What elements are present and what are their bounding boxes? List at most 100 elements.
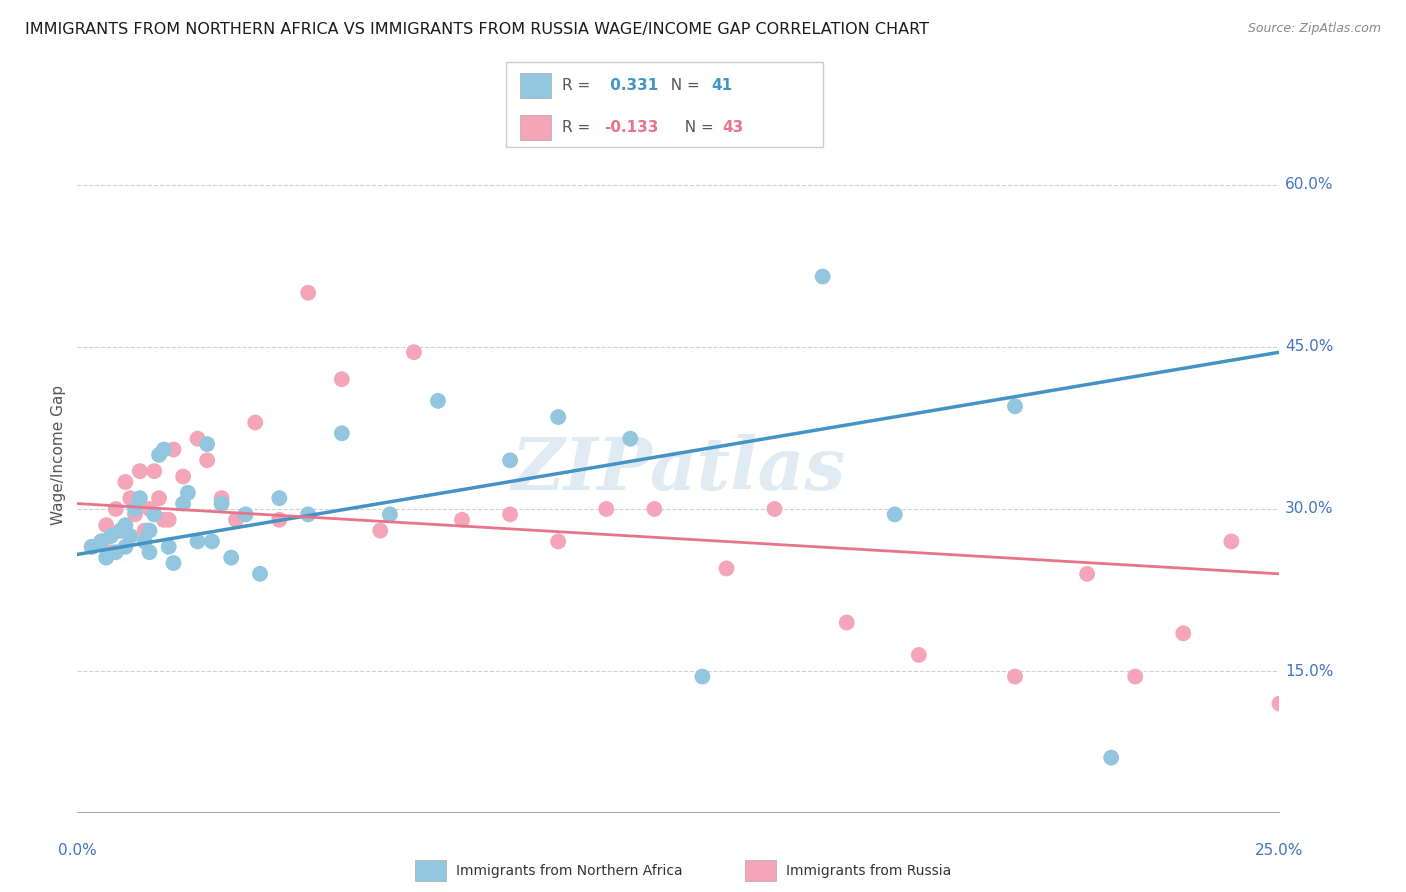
Point <box>90 534 112 549</box>
Text: 30.0%: 30.0% <box>1285 501 1333 516</box>
Point <box>619 432 641 446</box>
Point <box>1268 697 1291 711</box>
Point <box>114 475 136 489</box>
Point <box>138 524 160 538</box>
Point <box>162 442 184 457</box>
Point <box>96 550 118 565</box>
Point <box>120 529 142 543</box>
Point <box>186 432 209 446</box>
Point <box>110 524 132 538</box>
Point <box>219 550 242 565</box>
Text: -0.133: -0.133 <box>605 120 659 136</box>
Point <box>1173 626 1195 640</box>
Point <box>211 491 233 505</box>
Point <box>1076 566 1098 581</box>
Point <box>368 524 391 538</box>
Point <box>692 669 714 683</box>
Point <box>153 513 176 527</box>
Text: Immigrants from Northern Africa: Immigrants from Northern Africa <box>456 863 682 878</box>
Text: ZIPatlas: ZIPatlas <box>512 434 845 505</box>
Point <box>134 534 156 549</box>
Text: 0.331: 0.331 <box>605 78 658 94</box>
Point <box>128 464 150 478</box>
Point <box>186 534 209 549</box>
Text: Source: ZipAtlas.com: Source: ZipAtlas.com <box>1247 22 1381 36</box>
Point <box>211 497 233 511</box>
Point <box>235 508 257 522</box>
Point <box>330 372 353 386</box>
Point <box>595 502 617 516</box>
Point <box>120 491 142 505</box>
Point <box>157 540 180 554</box>
Point <box>143 508 166 522</box>
Point <box>835 615 858 630</box>
Point <box>763 502 786 516</box>
Point <box>195 453 218 467</box>
Point <box>378 508 401 522</box>
Point <box>269 513 291 527</box>
Point <box>451 513 474 527</box>
Text: 0.0%: 0.0% <box>58 843 97 858</box>
Point <box>716 561 738 575</box>
Point <box>427 393 450 408</box>
Point <box>104 502 127 516</box>
Point <box>269 491 291 505</box>
Point <box>157 513 180 527</box>
Point <box>245 416 267 430</box>
Point <box>80 540 103 554</box>
Text: 41: 41 <box>711 78 733 94</box>
Point <box>1123 669 1146 683</box>
Point <box>297 285 319 300</box>
Text: 25.0%: 25.0% <box>1256 843 1303 858</box>
Point <box>134 524 156 538</box>
Point <box>138 545 160 559</box>
Text: 45.0%: 45.0% <box>1285 339 1333 354</box>
Point <box>110 524 132 538</box>
Point <box>547 410 569 425</box>
Text: IMMIGRANTS FROM NORTHERN AFRICA VS IMMIGRANTS FROM RUSSIA WAGE/INCOME GAP CORREL: IMMIGRANTS FROM NORTHERN AFRICA VS IMMIG… <box>25 22 929 37</box>
Point <box>104 545 127 559</box>
Text: 60.0%: 60.0% <box>1285 178 1333 192</box>
Point <box>172 469 194 483</box>
Point <box>195 437 218 451</box>
Text: Immigrants from Russia: Immigrants from Russia <box>786 863 952 878</box>
Point <box>153 442 176 457</box>
Point <box>1004 669 1026 683</box>
Point <box>114 540 136 554</box>
Point <box>499 453 522 467</box>
Text: R =: R = <box>562 120 596 136</box>
Point <box>148 448 170 462</box>
Text: R =: R = <box>562 78 596 94</box>
Point <box>811 269 834 284</box>
Point <box>297 508 319 522</box>
Point <box>124 502 146 516</box>
Point <box>162 556 184 570</box>
Point <box>402 345 425 359</box>
Point <box>249 566 271 581</box>
Point <box>96 518 118 533</box>
Point <box>225 513 247 527</box>
Point <box>1004 399 1026 413</box>
Point <box>80 540 103 554</box>
Point <box>177 485 200 500</box>
Point <box>172 497 194 511</box>
Point <box>114 518 136 533</box>
Text: 15.0%: 15.0% <box>1285 664 1333 679</box>
Point <box>908 648 931 662</box>
Text: N =: N = <box>675 120 718 136</box>
Text: 43: 43 <box>723 120 744 136</box>
Point <box>100 545 122 559</box>
Point <box>1099 750 1122 764</box>
Point <box>143 464 166 478</box>
Point <box>643 502 665 516</box>
Point <box>1220 534 1243 549</box>
Point <box>90 534 112 549</box>
Point <box>330 426 353 441</box>
Point <box>128 491 150 505</box>
Point <box>547 534 569 549</box>
Y-axis label: Wage/Income Gap: Wage/Income Gap <box>51 384 66 525</box>
Point <box>883 508 905 522</box>
Point <box>138 502 160 516</box>
Text: N =: N = <box>661 78 704 94</box>
Point <box>148 491 170 505</box>
